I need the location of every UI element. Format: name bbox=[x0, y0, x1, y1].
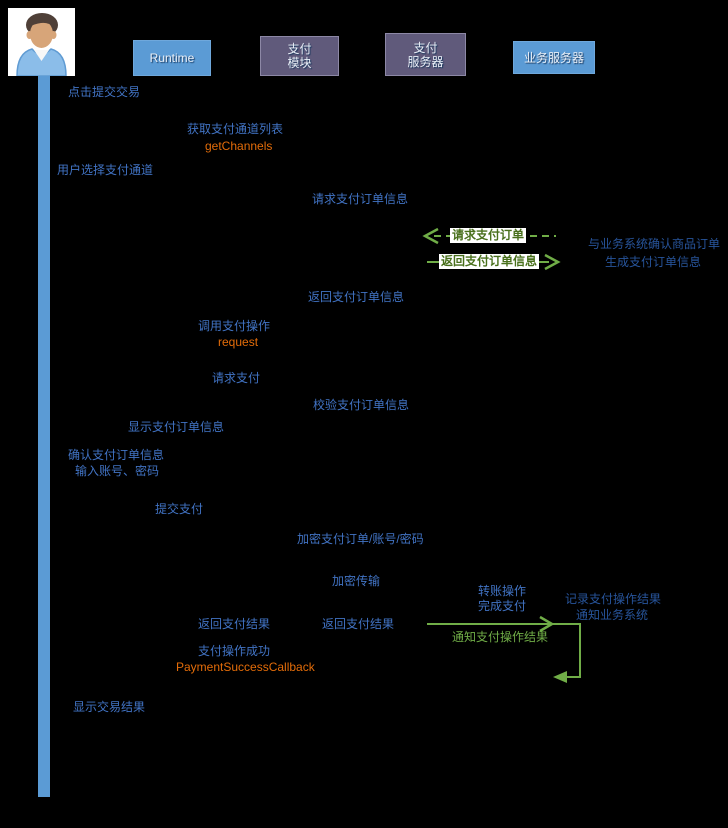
pay-module-label-line2: 模块 bbox=[287, 56, 312, 70]
msg-record-pay-result: 记录支付操作结果 bbox=[565, 592, 662, 606]
msg-notify-pay-operation-result: 通知支付操作结果 bbox=[452, 630, 549, 644]
msg-return-pay-result-mid: 返回支付结果 bbox=[322, 617, 395, 631]
request-order-arrowhead-left-icon bbox=[422, 227, 439, 245]
msg-call-pay-operation: 调用支付操作 bbox=[198, 319, 271, 333]
msg-generate-order-info: 生成支付订单信息 bbox=[605, 255, 702, 269]
msg-click-submit: 点击提交交易 bbox=[68, 85, 141, 99]
msg-submit-pay: 提交支付 bbox=[155, 502, 204, 516]
business-server-label: 业务服务器 bbox=[523, 50, 584, 65]
pay-module-label-line1: 支付 bbox=[287, 42, 312, 56]
msg-request-pay: 请求支付 bbox=[212, 371, 261, 385]
person-icon bbox=[16, 13, 67, 77]
msg-payment-success-callback: PaymentSuccessCallback bbox=[176, 660, 315, 674]
actor-box-pay-server: 支付 服务器 bbox=[385, 33, 466, 76]
msg-encrypt-order-account: 加密支付订单/账号/密码 bbox=[297, 532, 424, 546]
msg-notify-business-system: 通知业务系统 bbox=[576, 608, 649, 622]
msg-show-order-info: 显示支付订单信息 bbox=[128, 420, 225, 434]
return-loop-arrowhead-left-icon bbox=[553, 671, 567, 683]
user-actor bbox=[8, 8, 75, 77]
msg-get-channels: 获取支付通道列表 bbox=[187, 122, 284, 136]
msg-encrypt-transfer: 加密传输 bbox=[332, 574, 381, 588]
actor-box-runtime: Runtime bbox=[133, 40, 211, 76]
msg-request-order-info: 请求支付订单信息 bbox=[312, 192, 409, 206]
msg-return-order-info: 返回支付订单信息 bbox=[308, 290, 405, 304]
msg-confirm-goods-order: 与业务系统确认商品订单 bbox=[588, 237, 721, 251]
msg-user-select-channel: 用户选择支付通道 bbox=[57, 163, 154, 177]
return-order-arrowhead-right-icon bbox=[544, 253, 561, 271]
msg-transfer-operation: 转账操作 bbox=[478, 584, 527, 598]
msg-input-account-password: 输入账号、密码 bbox=[75, 464, 160, 478]
msg-complete-pay: 完成支付 bbox=[478, 599, 527, 613]
msg-confirm-order-info: 确认支付订单信息 bbox=[68, 448, 165, 462]
msg-show-transaction-result: 显示交易结果 bbox=[73, 700, 146, 714]
pay-server-label-line2: 服务器 bbox=[407, 54, 444, 69]
pay-server-label-line1: 支付 bbox=[413, 40, 438, 55]
msg-verify-order-info: 校验支付订单信息 bbox=[313, 398, 410, 412]
arrow-label-return-order-info: 返回支付订单信息 bbox=[439, 254, 540, 269]
notify-result-arrowhead-right-icon bbox=[539, 615, 555, 633]
arrow-label-request-order: 请求支付订单 bbox=[450, 228, 527, 243]
msg-request-fn: request bbox=[218, 335, 259, 349]
actor-box-pay-module: 支付 模块 bbox=[260, 36, 339, 76]
msg-pay-operation-success: 支付操作成功 bbox=[198, 644, 271, 658]
msg-get-channels-fn: getChannels bbox=[205, 139, 273, 153]
user-activation-bar bbox=[38, 76, 50, 797]
actor-box-business-server: 业务服务器 bbox=[513, 41, 595, 74]
msg-return-pay-result-left: 返回支付结果 bbox=[198, 617, 271, 631]
runtime-label: Runtime bbox=[149, 51, 195, 65]
